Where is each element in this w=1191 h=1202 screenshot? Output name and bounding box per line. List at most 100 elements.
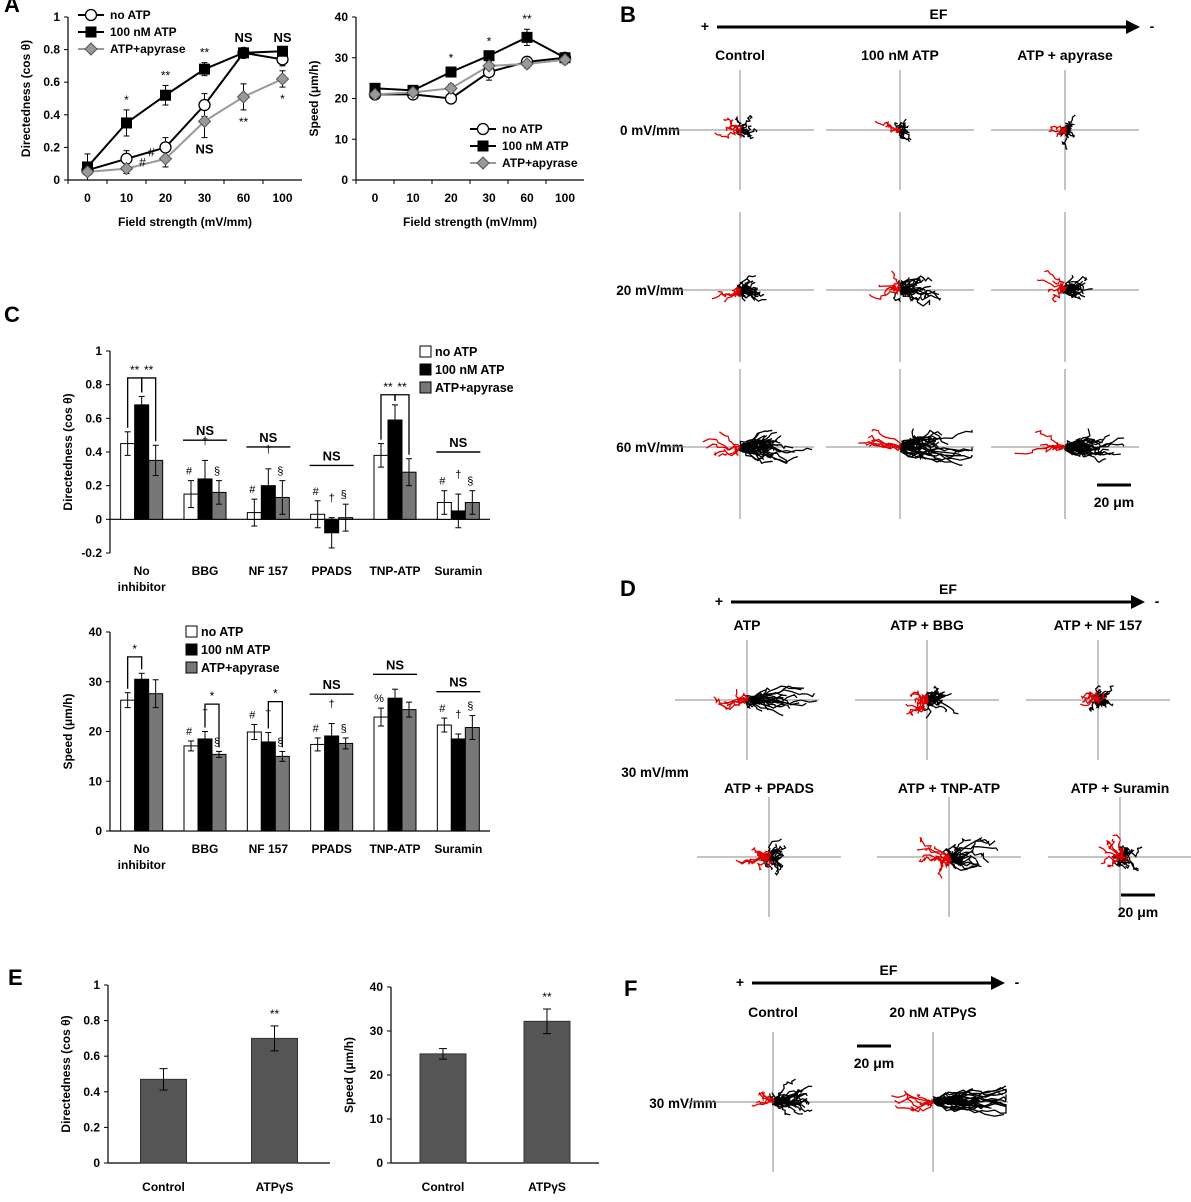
chart-c-directedness-symbol: #	[249, 484, 256, 496]
chart-a-directedness-point	[277, 45, 288, 57]
chart-c-directedness-symbol: §	[277, 466, 283, 478]
chart-a-speed-legend-label: ATP+apyrase	[502, 156, 578, 170]
panel-d-tracks-track	[1112, 834, 1125, 858]
panel-f-row-label: 30 mV/mm	[649, 1096, 717, 1111]
panel-d-top-label: ATP + BBG	[890, 617, 964, 633]
chart-c-speed-symbol: †	[455, 709, 461, 721]
chart-c-speed-x-tick-label: PPADS	[311, 842, 351, 856]
chart-c-speed-bar	[246, 731, 262, 832]
chart-c-speed-y-tick-label: 40	[89, 625, 103, 639]
panel-b-tracks-track	[1064, 123, 1076, 131]
panel-d-tracks-track	[939, 855, 950, 865]
chart-a-directedness-point	[119, 161, 134, 176]
chart-a-speed-legend-marker	[477, 140, 489, 152]
chart-a-speed-y-tick-label: 30	[335, 51, 349, 65]
chart-c-speed-y-tick-label: 30	[89, 675, 103, 689]
chart-c-directedness-symbol: §	[214, 466, 220, 478]
panel-d-plus-label: +	[715, 593, 723, 609]
panel-d-tracks-track	[1119, 853, 1128, 863]
panel-d-scale-label: 20 μm	[1118, 904, 1158, 920]
chart-e-speed-y-axis-label: Speed (μm/h)	[342, 1037, 356, 1113]
chart-a-speed-x-tick-label: 20	[444, 191, 458, 205]
panel-b-tracks-track	[866, 441, 901, 450]
chart-a-speed-annotation: *	[487, 35, 492, 49]
chart-a-speed-annotation: **	[522, 12, 532, 26]
chart-c-speed-x-tick-label: No	[134, 842, 150, 856]
chart-a-directedness-annotation: NS	[195, 142, 213, 157]
panel-f-arrow-head	[991, 976, 1005, 990]
chart-c-directedness-symbol: †	[455, 469, 461, 481]
chart-c-directedness-significance-label: **	[144, 363, 154, 377]
panel-d-tracks-track	[724, 699, 748, 707]
panel-b-tracks-track	[739, 446, 765, 462]
panel-b-tracks-track	[899, 444, 926, 452]
panel-b-ef-label: EF	[930, 6, 948, 22]
panel-f-tracks-track	[932, 1098, 980, 1106]
panel-d-tracks-track	[909, 690, 930, 702]
chart-a-directedness-legend-marker	[84, 8, 98, 22]
panel-b-tracks-track	[717, 289, 741, 297]
panel-d-tracks-track	[1108, 838, 1121, 858]
panel-d-row-label: 30 mV/mm	[621, 765, 689, 780]
chart-c-speed-x-tick-label: NF 157	[249, 842, 289, 856]
chart-a-directedness-annotation: *	[124, 93, 129, 107]
panel-b-tracks-track	[734, 115, 742, 131]
panel-d-tracks-track	[1088, 697, 1102, 703]
panel-d-tracks-track	[758, 851, 770, 859]
chart-e-speed-x-tick-label: Control	[422, 1180, 465, 1194]
panel-f-minus-label: -	[1015, 974, 1020, 990]
chart-c-directedness-symbol: #	[439, 476, 446, 488]
chart-e-directedness-significance-label: **	[270, 1007, 280, 1021]
chart-a-directedness-x-tick-label: 60	[237, 191, 251, 205]
chart-c-directedness-symbol: †	[329, 493, 335, 505]
chart-a-speed-point	[520, 57, 534, 71]
chart-e-directedness-y-axis-label: Directedness (cos θ)	[59, 1015, 73, 1132]
panel-b-tracks-track	[738, 129, 742, 138]
chart-c-directedness-symbol: #	[313, 486, 320, 498]
chart-e-speed-x-tick-label: ATPγS	[528, 1180, 566, 1194]
panel-b-tracks-track	[739, 289, 757, 297]
chart-a-directedness-annotation: **	[161, 68, 171, 82]
chart-c-directedness-group-label: NS	[323, 448, 341, 463]
chart-a-speed-annotation: *	[449, 51, 454, 65]
panel-f-tracks-track	[772, 1089, 803, 1103]
panel-b-plus-label: +	[701, 18, 709, 34]
panel-d-arrow-head	[1131, 595, 1145, 609]
chart-c-speed-bar	[197, 738, 213, 832]
chart-c-speed-symbol: †	[329, 699, 335, 711]
panel-b-tracks-track	[867, 434, 901, 448]
panel-d-tracks-track	[746, 690, 767, 701]
chart-c-directedness-y-tick-label: 0.2	[85, 479, 102, 493]
chart-a-directedness-point	[158, 152, 173, 166]
panel-d-tracks-track	[1097, 692, 1108, 702]
panel-b-tracks-track	[1052, 280, 1067, 291]
panel-b-tracks-track	[1064, 437, 1125, 451]
chart-a-directedness-point	[236, 90, 251, 104]
chart-e-speed-y-tick-label: 0	[376, 1156, 383, 1170]
chart-c-directedness-x-tick-label: No	[134, 564, 150, 578]
chart-a-directedness-annotation: **	[200, 46, 210, 60]
chart-c-directedness-y-tick-label: 0.6	[85, 411, 102, 425]
chart-a-speed-point	[445, 66, 457, 78]
panel-d-tracks-track	[948, 838, 996, 858]
tracks-layer: EF + - Control 100 nM ATP ATP + apyrase 0 mV/m…	[616, 6, 1191, 1172]
panel-f-tracks-track	[932, 1087, 974, 1103]
chart-a-directedness-annotation: NS	[234, 30, 252, 45]
chart-c-directedness-y-tick-label: 0.4	[85, 445, 102, 459]
chart-a-speed-point	[368, 87, 382, 102]
chart-c-speed-symbol: #	[439, 703, 446, 715]
chart-c-directedness-legend-swatch	[419, 363, 432, 376]
panel-b-tracks-track	[899, 287, 941, 301]
chart-a-directedness-point	[198, 98, 211, 112]
panel-b-tracks-track	[898, 121, 906, 131]
chart-a-directedness-point	[159, 141, 172, 154]
chart-a-directedness-legend-label: no ATP	[110, 8, 151, 22]
panel-b-tracks-track	[734, 445, 741, 456]
panel-b-tracks-track	[739, 440, 766, 448]
chart-c-speed-symbol: §	[341, 723, 347, 735]
chart-c-speed-bar	[148, 693, 164, 832]
chart-c-speed-x-tick-label: BBG	[192, 842, 219, 856]
chart-c-directedness-symbol: †	[265, 444, 271, 456]
panel-b-tracks-track	[898, 129, 906, 140]
panel-label-f: F	[624, 976, 637, 1001]
